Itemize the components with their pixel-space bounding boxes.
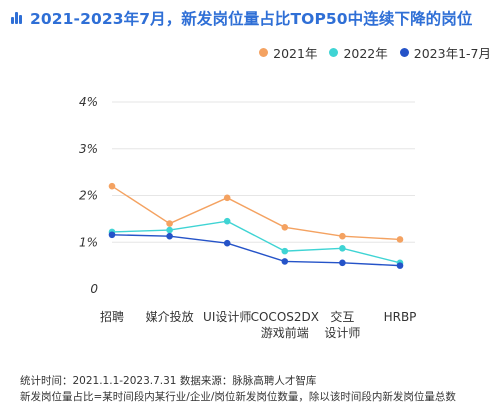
y-tick-label: 3%: [79, 142, 98, 156]
data-point: [166, 220, 173, 227]
series-line-0: [111, 185, 401, 241]
data-point: [166, 226, 173, 234]
x-tick-label: 招聘: [100, 310, 124, 324]
data-point: [281, 223, 289, 231]
legend-item-2021: 2021年: [259, 43, 317, 62]
series-line-2: [111, 234, 401, 267]
data-point: [339, 259, 346, 267]
legend-label-2023: 2023年1-7月: [413, 46, 491, 61]
legend-label-2021: 2021年: [273, 46, 318, 61]
data-point: [223, 217, 231, 225]
legend-dot-2023: [399, 48, 409, 57]
x-tick-label: 游戏前端: [261, 325, 309, 340]
data-point: [339, 232, 346, 240]
x-tick-label: UI设计师: [203, 310, 251, 324]
data-point: [223, 239, 231, 247]
data-point: [396, 262, 404, 269]
footnote-source: 统计时间：2021.1.1-2023.7.31 数据来源：脉脉高聘人才智库: [20, 375, 317, 387]
footnote-definition: 新发岗位量占比=某时间段内某行业/企业/岗位新发岗位数量，除以该时间段内新发岗位…: [20, 391, 456, 403]
x-tick-label: COCOS2DX: [251, 310, 319, 324]
y-tick-label: 0: [90, 282, 98, 296]
data-point: [223, 194, 231, 202]
data-point: [339, 245, 346, 252]
data-point: [166, 232, 173, 240]
legend-dot-2022: [329, 48, 339, 57]
y-tick-label: 1%: [79, 235, 98, 249]
chart-legend: 2021年 2022年 2023年1-7月: [259, 43, 491, 62]
legend-label-2022: 2022年: [343, 46, 388, 61]
legend-item-2023: 2023年1-7月: [399, 43, 491, 62]
data-point: [108, 231, 116, 239]
title-row: 2021-2023年7月，新发岗位量占比TOP50中连续下降的岗位: [10, 7, 472, 29]
legend-dot-2021: [259, 48, 269, 57]
data-point: [281, 247, 289, 255]
x-tick-label: 媒介投放: [146, 309, 194, 324]
page-title: 2021-2023年7月，新发岗位量占比TOP50中连续下降的岗位: [30, 10, 473, 28]
x-tick-label: 设计师: [324, 326, 360, 340]
data-point: [281, 258, 289, 265]
legend-item-2022: 2022年: [329, 43, 388, 62]
x-tick-label: HRBP: [384, 310, 417, 324]
series-line-1: [111, 220, 401, 264]
data-point: [108, 182, 116, 190]
x-tick-label: 交互: [330, 309, 354, 324]
data-point: [396, 236, 404, 243]
bar-chart-icon: [10, 11, 24, 25]
y-tick-label: 4%: [79, 95, 98, 109]
y-tick-label: 2%: [79, 189, 98, 203]
